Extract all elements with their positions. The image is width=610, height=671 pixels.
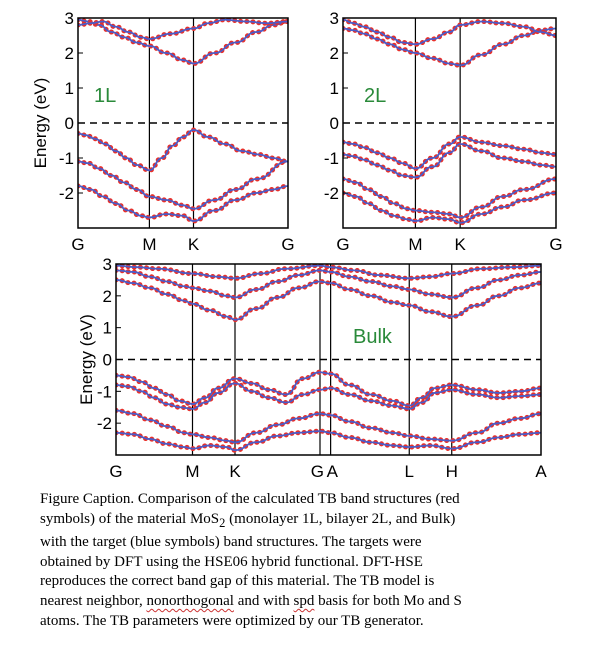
caption-line: with the target (blue symbols) band stru… (40, 534, 422, 551)
tb-band-0 (78, 127, 288, 173)
bands-group (78, 18, 288, 224)
caption-line: reproduces the correct band gap of this … (40, 573, 435, 590)
x-tick-label: H (446, 462, 458, 481)
y-tick-label: 1 (65, 79, 74, 98)
y-tick-label: 3 (330, 9, 339, 28)
target-band-0 (116, 371, 541, 407)
x-tick-label: A (327, 462, 339, 481)
y-tick-label: 2 (65, 44, 74, 63)
y-tick-label: 1 (103, 319, 112, 338)
x-tick-label: G (71, 235, 84, 254)
tb-band-1 (116, 380, 541, 412)
chart-panel-1L: 3 2 1 0 -1 -2 G M K G Energy (eV) 1L (31, 9, 295, 254)
bands-group (116, 264, 541, 453)
tb-band-3 (78, 18, 288, 67)
target-band-6 (116, 264, 541, 280)
x-tick-label: G (311, 462, 324, 481)
y-tick-label: 0 (65, 114, 74, 133)
target-band-5 (116, 269, 541, 299)
y-tick-label: 0 (330, 114, 339, 133)
y-tick-label: 1 (330, 79, 339, 98)
panel-label: Bulk (353, 326, 393, 348)
target-band-3 (116, 430, 541, 452)
y-tick-label: -2 (324, 184, 339, 203)
chart-panel-2L: 3 2 1 0 -1 -2 G M K G 2L (324, 9, 563, 254)
y-tick-label: -1 (59, 149, 74, 168)
caption-line: atoms. The TB parameters were optimized … (40, 612, 424, 629)
x-tick-label: G (109, 462, 122, 481)
target-band-0 (343, 136, 556, 170)
figure-caption: Figure Caption. Comparison of the calcul… (40, 490, 588, 631)
x-tick-label: G (336, 235, 349, 254)
x-tick-label: M (408, 235, 422, 254)
y-tick-label: 3 (103, 255, 112, 274)
caption-line: nearest neighbor, nonorthogonal and with… (40, 592, 462, 609)
y-tick-label: 3 (65, 9, 74, 28)
target-band-4 (116, 279, 541, 321)
target-band-0 (78, 129, 288, 172)
target-band-1 (116, 382, 541, 410)
bands-group (343, 18, 556, 226)
target-band-1 (343, 143, 556, 179)
target-band-2 (78, 185, 288, 222)
y-axis-label: Energy (eV) (31, 78, 50, 169)
target-band-4 (343, 27, 556, 67)
x-tick-label: K (188, 235, 200, 254)
y-tick-label: -1 (324, 149, 339, 168)
panel-label: 2L (364, 85, 386, 107)
panel-label: 1L (94, 85, 116, 107)
x-tick-label: K (454, 235, 466, 254)
x-tick-label: A (535, 462, 547, 481)
target-band-2 (116, 409, 541, 444)
target-band-5 (343, 18, 556, 46)
target-band-3 (343, 192, 556, 224)
target-band-1 (78, 160, 288, 210)
plot-frame (77, 17, 289, 229)
caption-line: symbols) of the material MoS2 (monolayer… (40, 510, 456, 530)
y-tick-label: -2 (97, 414, 112, 433)
y-tick-label: 2 (330, 44, 339, 63)
caption-line: obtained by DFT using the HSE06 hybrid f… (40, 553, 423, 570)
y-tick-label: -2 (59, 184, 74, 203)
caption-line: Figure Caption. Comparison of the calcul… (40, 491, 460, 507)
x-tick-label: M (185, 462, 199, 481)
x-tick-label: M (142, 235, 156, 254)
x-tick-label: G (549, 235, 562, 254)
target-band-4 (78, 18, 288, 40)
target-band-3 (78, 18, 288, 65)
x-tick-label: K (229, 462, 241, 481)
y-axis-label: Energy (eV) (77, 314, 96, 405)
y-tick-label: 0 (103, 351, 112, 370)
x-tick-label: G (281, 235, 294, 254)
y-tick-label: 2 (103, 287, 112, 306)
target-band-2 (343, 178, 556, 219)
x-tick-label: L (405, 462, 414, 481)
y-tick-label: -1 (97, 382, 112, 401)
